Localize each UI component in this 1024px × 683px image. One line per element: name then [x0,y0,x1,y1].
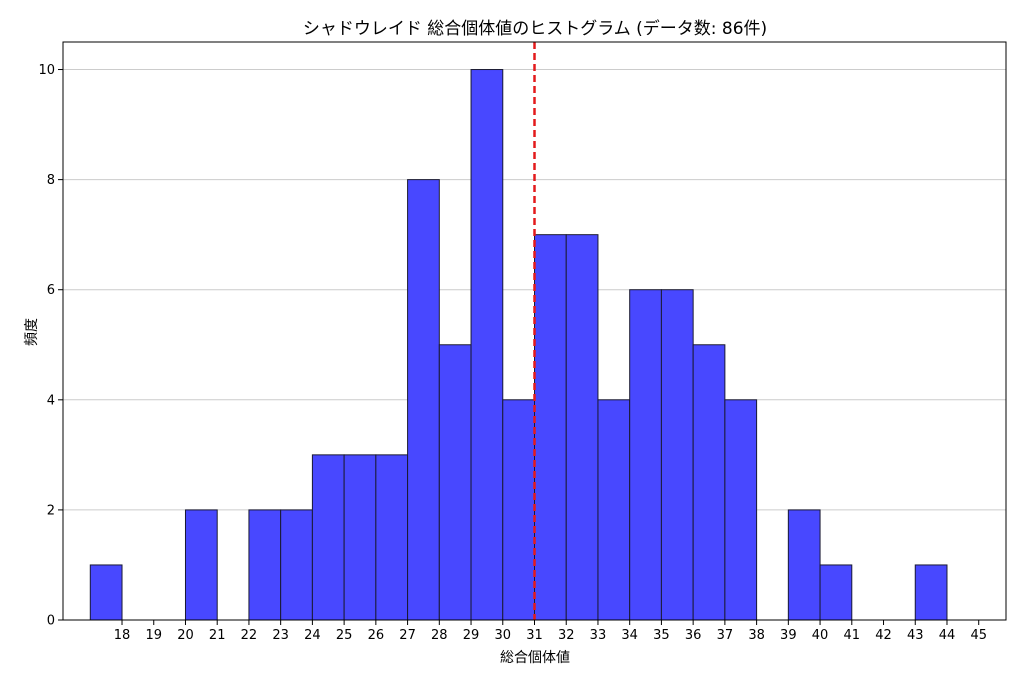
histogram-bar [787,509,821,621]
x-tick-label: 24 [304,628,321,643]
y-tick-label: 0 [47,614,55,629]
histogram-bar [438,344,472,621]
x-tick-label: 43 [907,628,924,643]
x-tick-label: 33 [590,628,607,643]
chart-title: シャドウレイド 総合個体値のヒストグラム (データ数: 86件) [303,18,767,39]
x-tick-label: 31 [526,628,543,643]
x-tick-label: 35 [653,628,670,643]
y-tick-label: 6 [47,283,55,298]
x-axis-ticks: 18 19 20 21 22 23 24 25 26 27 28 29 30 31 32 33 34 35 36 37… [114,620,987,643]
x-tick-label: 41 [844,628,861,643]
x-tick-label: 21 [209,628,226,643]
x-tick-label: 36 [685,628,702,643]
y-tick-label: 4 [47,393,55,408]
x-tick-label: 29 [463,628,480,643]
x-tick-label: 40 [812,628,829,643]
x-tick-label: 44 [939,628,956,643]
histogram-bar [534,234,567,621]
histogram-bar [660,289,694,621]
histogram-bar [502,399,536,621]
histogram-bar [692,344,726,621]
histogram-bar [914,564,948,621]
y-tick-label: 2 [47,503,55,518]
histogram-bar [280,509,313,621]
histogram-bar [819,564,853,621]
x-tick-label: 42 [875,628,892,643]
histogram-bar [89,564,123,621]
x-tick-label: 28 [431,628,448,643]
x-tick-label: 20 [177,628,194,643]
histogram-bar [184,509,218,621]
x-tick-label: 37 [717,628,734,643]
y-tick-label: 10 [38,63,55,78]
x-tick-label: 25 [336,628,353,643]
x-tick-label: 39 [780,628,797,643]
y-tick-label: 8 [47,173,55,188]
histogram-bar [724,399,758,621]
x-tick-label: 22 [241,628,258,643]
x-tick-label: 27 [399,628,416,643]
histogram-bar [407,179,440,621]
histogram-bar [375,454,409,621]
x-tick-label: 32 [558,628,575,643]
histogram-bar [565,234,599,621]
histogram-bars [89,69,948,621]
x-tick-label: 34 [621,628,638,643]
histogram-bar [629,289,662,621]
x-tick-label: 23 [272,628,289,643]
x-tick-label: 26 [368,628,385,643]
x-tick-label: 38 [748,628,765,643]
histogram-bar [343,454,377,621]
y-axis-ticks: 0 2 4 6 8 10 [38,63,63,629]
x-tick-label: 45 [970,628,987,643]
histogram-bar [470,69,504,621]
histogram-bar [311,454,345,621]
x-tick-label: 18 [114,628,131,643]
x-axis-label: 総合個体値 [500,650,570,666]
histogram-bar [597,399,631,621]
x-tick-label: 30 [494,628,511,643]
y-axis-label: 頻度 [24,318,40,346]
x-tick-label: 19 [145,628,162,643]
histogram-bar [248,509,282,621]
